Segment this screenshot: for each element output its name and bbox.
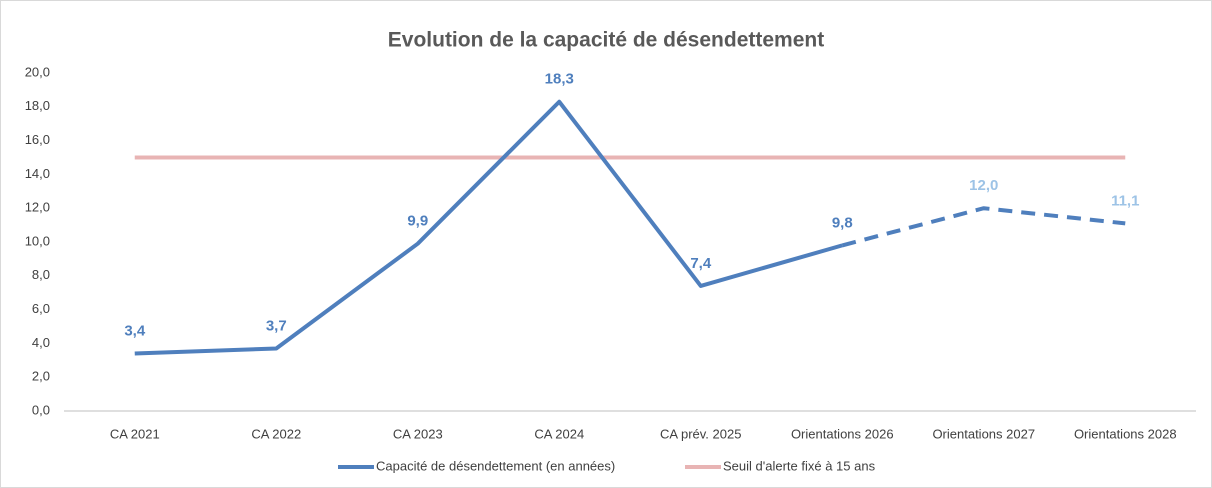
y-tick-label: 12,0 bbox=[25, 200, 50, 215]
legend-label: Seuil d'alerte fixé à 15 ans bbox=[723, 458, 876, 473]
x-tick-label: CA 2022 bbox=[251, 426, 301, 441]
legend-label: Capacité de désendettement (en années) bbox=[376, 458, 615, 473]
x-tick-label: CA prév. 2025 bbox=[660, 426, 741, 441]
x-tick-label: CA 2024 bbox=[534, 426, 584, 441]
y-tick-label: 10,0 bbox=[25, 233, 50, 248]
data-label: 3,7 bbox=[266, 317, 287, 334]
y-tick-label: 4,0 bbox=[32, 335, 50, 350]
data-label: 11,1 bbox=[1111, 192, 1139, 209]
projected-line bbox=[841, 206, 1126, 248]
x-tick-label: Orientations 2027 bbox=[932, 426, 1035, 441]
data-label: 9,8 bbox=[832, 214, 853, 231]
y-tick-label: 8,0 bbox=[32, 267, 50, 282]
data-label: 18,3 bbox=[545, 71, 574, 88]
y-tick-label: 18,0 bbox=[25, 98, 50, 113]
line bbox=[134, 99, 843, 356]
x-tick-label: CA 2023 bbox=[393, 426, 443, 441]
data-label: 7,4 bbox=[690, 255, 712, 272]
x-tick-label: CA 2021 bbox=[110, 426, 160, 441]
y-tick-label: 16,0 bbox=[25, 132, 50, 147]
y-tick-label: 20,0 bbox=[25, 64, 50, 79]
y-tick-label: 0,0 bbox=[32, 402, 50, 417]
data-label: 3,4 bbox=[124, 323, 146, 340]
y-tick-label: 6,0 bbox=[32, 301, 50, 316]
data-label: 9,9 bbox=[407, 213, 428, 230]
data-label: 12,0 bbox=[969, 177, 998, 194]
chart-title: Evolution de la capacité de désendetteme… bbox=[388, 29, 824, 52]
x-tick-label: Orientations 2028 bbox=[1074, 426, 1177, 441]
y-tick-label: 2,0 bbox=[32, 369, 50, 384]
x-tick-label: Orientations 2026 bbox=[791, 426, 894, 441]
y-tick-label: 14,0 bbox=[25, 166, 50, 181]
